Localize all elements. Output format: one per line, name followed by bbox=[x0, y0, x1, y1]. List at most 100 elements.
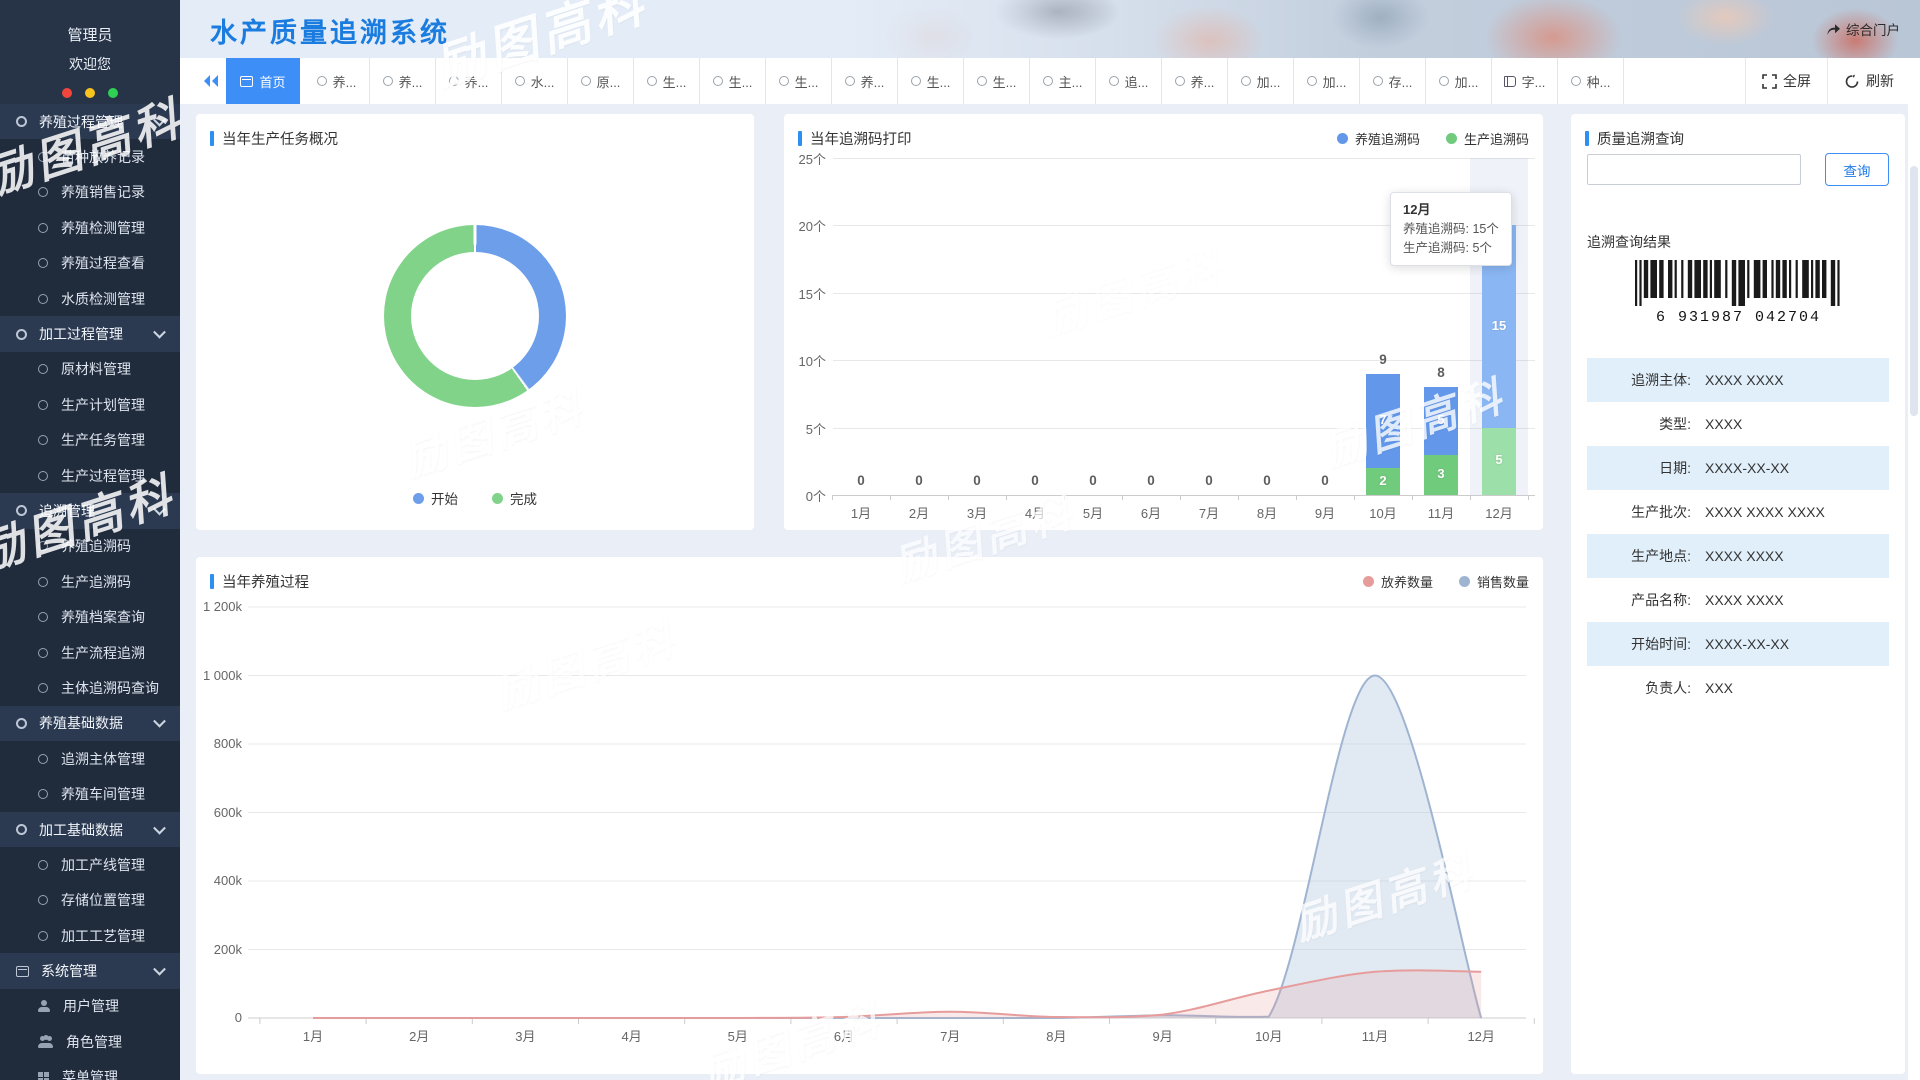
trace-field-row: 日期: XXXX-XX-XX bbox=[1587, 446, 1889, 490]
tab[interactable]: 主... bbox=[1030, 58, 1096, 104]
fullscreen-label: 全屏 bbox=[1783, 73, 1811, 89]
bar-segment[interactable] bbox=[1482, 427, 1516, 495]
sidebar-menu-item[interactable]: 养殖档案查询 bbox=[0, 599, 180, 634]
bar-axis-tick bbox=[832, 495, 833, 500]
sidebar-menu-item[interactable]: 养殖检测管理 bbox=[0, 210, 180, 245]
tab-label: 养... bbox=[1190, 74, 1215, 90]
scrollbar-thumb[interactable] bbox=[1910, 166, 1918, 416]
bar-gridline bbox=[833, 360, 1535, 362]
fullscreen-icon bbox=[1762, 73, 1777, 89]
bar-y-label: 0个 bbox=[805, 489, 826, 504]
tab[interactable]: 加... bbox=[1426, 58, 1492, 104]
area-x-label: 6月 bbox=[833, 1029, 855, 1044]
tab[interactable]: 种... bbox=[1558, 58, 1624, 104]
menu-item-label: 生产过程管理 bbox=[61, 467, 145, 484]
tab[interactable]: 追... bbox=[1096, 58, 1162, 104]
legend-item[interactable]: 放养数量 bbox=[1362, 572, 1433, 591]
sidebar-menu-item[interactable]: 养殖追溯码 bbox=[0, 529, 180, 564]
refresh-button[interactable]: 刷新 bbox=[1827, 58, 1910, 104]
tab[interactable]: 生... bbox=[766, 58, 832, 104]
tab[interactable]: 生... bbox=[898, 58, 964, 104]
sidebar-menu-item[interactable]: 原材料管理 bbox=[0, 352, 180, 387]
trace-code-input[interactable] bbox=[1587, 154, 1801, 185]
card-title-text: 当年追溯码打印 bbox=[810, 132, 912, 148]
bar-x-label: 8月 bbox=[1256, 506, 1278, 521]
area-y-label: 200k bbox=[213, 941, 242, 957]
sidebar-menu-item[interactable]: 用户管理 bbox=[0, 989, 180, 1024]
menu-item-label: 水质检测管理 bbox=[61, 290, 145, 307]
bar-segment[interactable] bbox=[1366, 373, 1400, 469]
legend-dot-icon bbox=[1336, 133, 1348, 144]
legend-item[interactable]: 开始 bbox=[413, 488, 458, 508]
barcode-digits: 6 931987 042704 bbox=[1655, 309, 1822, 326]
tab[interactable]: 存... bbox=[1360, 58, 1426, 104]
sidebar-menu-item[interactable]: 加工产线管理 bbox=[0, 847, 180, 882]
tab[interactable]: 养... bbox=[832, 58, 898, 104]
circle-icon bbox=[16, 116, 27, 128]
bar-gridline bbox=[833, 292, 1535, 294]
chevron-down-icon bbox=[153, 113, 166, 127]
bar-segment[interactable] bbox=[1424, 454, 1458, 495]
tab[interactable]: 生... bbox=[700, 58, 766, 104]
legend-item[interactable]: 养殖追溯码 bbox=[1336, 129, 1420, 148]
circle-icon bbox=[316, 76, 327, 86]
sidebar-menu-item[interactable]: 水质检测管理 bbox=[0, 281, 180, 316]
tab-home[interactable]: 首页 bbox=[226, 58, 300, 104]
sidebar-menu-item[interactable]: 养殖销售记录 bbox=[0, 175, 180, 210]
portal-link[interactable]: 综合门户 bbox=[1826, 19, 1900, 39]
sidebar-menu-item[interactable]: 菜单管理 bbox=[0, 1060, 180, 1080]
sidebar-menu-item[interactable]: 追溯管理 bbox=[0, 493, 180, 529]
sidebar-menu-item[interactable]: 存储位置管理 bbox=[0, 883, 180, 918]
sidebar-menu-item[interactable]: 生产过程管理 bbox=[0, 458, 180, 493]
area-chart-svg[interactable] bbox=[196, 557, 1543, 1074]
tab[interactable]: 字... bbox=[1492, 58, 1558, 104]
sidebar-menu-item[interactable]: 生产任务管理 bbox=[0, 423, 180, 458]
page-scrollbar[interactable] bbox=[1908, 104, 1920, 1080]
sidebar-menu-item[interactable]: 养殖过程管理 bbox=[0, 104, 180, 140]
sidebar-menu-item[interactable]: 加工工艺管理 bbox=[0, 918, 180, 953]
sidebar-menu-item[interactable]: 主体追溯码查询 bbox=[0, 670, 180, 705]
sidebar-menu-item[interactable]: 加工基础数据 bbox=[0, 811, 180, 848]
collapse-tabs-button[interactable] bbox=[196, 58, 226, 104]
tab[interactable]: 加... bbox=[1294, 58, 1360, 104]
bar-segment[interactable] bbox=[1424, 387, 1458, 455]
sidebar-menu-item[interactable]: 养殖过程查看 bbox=[0, 246, 180, 281]
legend-item[interactable]: 销售数量 bbox=[1458, 572, 1529, 591]
tab[interactable]: 生... bbox=[634, 58, 700, 104]
sidebar-menu-item[interactable]: 生产追溯码 bbox=[0, 564, 180, 599]
bar-total-label: 0 bbox=[1031, 473, 1039, 488]
sidebar-menu-item[interactable]: 角色管理 bbox=[0, 1024, 180, 1059]
bar-x-label: 7月 bbox=[1198, 506, 1220, 521]
bar-segment[interactable] bbox=[1366, 468, 1400, 495]
tab[interactable]: 养... bbox=[304, 58, 370, 104]
bar-axis-tick bbox=[1470, 495, 1471, 500]
tab[interactable]: 养... bbox=[1162, 58, 1228, 104]
sidebar-menu-item[interactable]: 养殖车间管理 bbox=[0, 776, 180, 811]
sidebar-menu-item[interactable]: 追溯主体管理 bbox=[0, 741, 180, 776]
tab[interactable]: 原... bbox=[568, 58, 634, 104]
sidebar-menu-item[interactable]: 养殖基础数据 bbox=[0, 705, 180, 742]
tab[interactable]: 加... bbox=[1228, 58, 1294, 104]
circle-icon bbox=[38, 399, 48, 410]
legend-item[interactable]: 生产追溯码 bbox=[1445, 129, 1529, 148]
bar-axis-tick bbox=[1006, 495, 1007, 500]
sidebar-menu-item[interactable]: 加工过程管理 bbox=[0, 316, 180, 352]
tab[interactable]: 养... bbox=[370, 58, 436, 104]
sidebar-menu-item[interactable]: 生产流程追溯 bbox=[0, 635, 180, 670]
tab-label: 生... bbox=[992, 74, 1017, 90]
area-x-label: 9月 bbox=[1152, 1029, 1173, 1044]
tab-label: 加... bbox=[1454, 74, 1479, 90]
status-dots bbox=[62, 88, 118, 98]
tab[interactable]: 养... bbox=[436, 58, 502, 104]
field-label: 生产批次: bbox=[1631, 504, 1691, 520]
query-button[interactable]: 查询 bbox=[1825, 153, 1889, 186]
tab[interactable]: 水... bbox=[502, 58, 568, 104]
sidebar-menu-item[interactable]: 苗种放养记录 bbox=[0, 139, 180, 174]
sidebar-menu-item[interactable]: 生产计划管理 bbox=[0, 387, 180, 422]
fullscreen-button[interactable]: 全屏 bbox=[1745, 58, 1827, 104]
bar-x-label: 2月 bbox=[908, 506, 930, 521]
sidebar-menu-item[interactable]: 系统管理 bbox=[0, 953, 180, 989]
tab[interactable]: 生... bbox=[964, 58, 1030, 104]
grid-icon bbox=[38, 1071, 49, 1080]
legend-item[interactable]: 完成 bbox=[492, 488, 537, 508]
